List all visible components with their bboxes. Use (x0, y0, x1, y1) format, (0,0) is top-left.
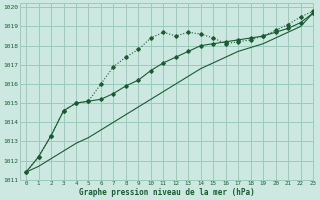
X-axis label: Graphe pression niveau de la mer (hPa): Graphe pression niveau de la mer (hPa) (79, 188, 254, 197)
